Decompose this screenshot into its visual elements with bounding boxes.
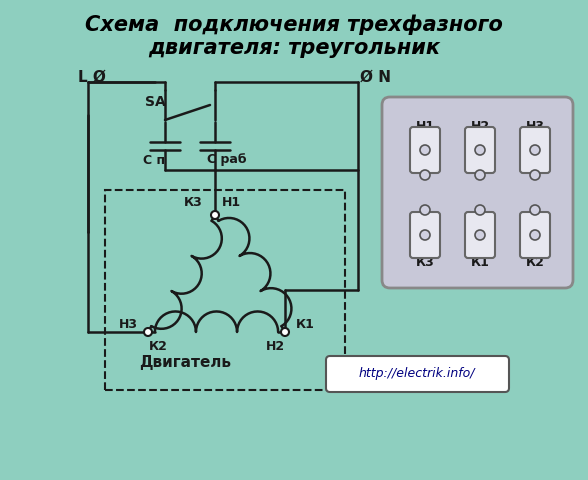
Text: К3: К3: [416, 255, 435, 268]
Text: http://electrik.info/: http://electrik.info/: [359, 368, 475, 381]
Text: Н3: Н3: [119, 317, 138, 331]
FancyBboxPatch shape: [410, 127, 440, 173]
Text: двигателя: треугольник: двигателя: треугольник: [148, 38, 440, 58]
Circle shape: [211, 211, 219, 219]
Circle shape: [475, 170, 485, 180]
Circle shape: [530, 145, 540, 155]
FancyBboxPatch shape: [410, 212, 440, 258]
Circle shape: [475, 145, 485, 155]
Text: Н1: Н1: [416, 120, 435, 133]
Text: С раб: С раб: [207, 154, 246, 167]
Text: К1: К1: [470, 255, 489, 268]
FancyBboxPatch shape: [520, 212, 550, 258]
FancyBboxPatch shape: [520, 127, 550, 173]
Text: К2: К2: [526, 255, 544, 268]
Text: С п: С п: [143, 154, 165, 167]
Circle shape: [530, 230, 540, 240]
FancyBboxPatch shape: [465, 127, 495, 173]
Text: Н3: Н3: [526, 120, 544, 133]
Text: L Ø: L Ø: [78, 70, 106, 84]
Text: Н2: Н2: [265, 340, 285, 353]
Text: К3: К3: [183, 196, 202, 209]
Text: Н2: Н2: [470, 120, 490, 133]
Circle shape: [420, 205, 430, 215]
Text: Ø N: Ø N: [360, 70, 391, 84]
Circle shape: [420, 230, 430, 240]
FancyBboxPatch shape: [465, 212, 495, 258]
Circle shape: [475, 205, 485, 215]
Circle shape: [144, 328, 152, 336]
Circle shape: [420, 170, 430, 180]
Circle shape: [530, 170, 540, 180]
FancyBboxPatch shape: [326, 356, 509, 392]
Circle shape: [475, 230, 485, 240]
Circle shape: [530, 205, 540, 215]
Text: Схема  подключения трехфазного: Схема подключения трехфазного: [85, 15, 503, 35]
Text: К1: К1: [296, 317, 315, 331]
Text: Двигатель: Двигатель: [139, 355, 231, 370]
Text: К2: К2: [149, 340, 168, 353]
Circle shape: [281, 328, 289, 336]
Text: SA: SA: [145, 95, 166, 109]
FancyBboxPatch shape: [382, 97, 573, 288]
Text: Н1: Н1: [222, 196, 240, 209]
Circle shape: [420, 145, 430, 155]
